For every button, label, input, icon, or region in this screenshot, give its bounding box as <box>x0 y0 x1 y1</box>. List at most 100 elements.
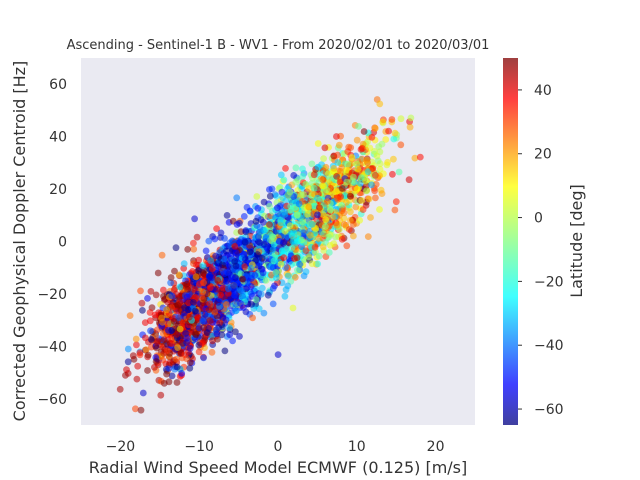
scatter-point <box>258 284 266 292</box>
scatter-point <box>300 272 308 280</box>
scatter-point <box>314 140 322 147</box>
scatter-point <box>308 260 316 268</box>
scatter-point <box>325 170 332 178</box>
scatter-point <box>293 254 301 262</box>
scatter-point <box>333 187 341 195</box>
scatter-point <box>236 333 243 340</box>
scatter-point <box>206 300 214 308</box>
scatter-point <box>256 228 264 236</box>
scatter-point <box>323 186 330 194</box>
scatter-point <box>376 206 383 213</box>
x-axis-label: Radial Wind Speed Model ECMWF (0.125) [m… <box>89 458 468 477</box>
scatter-point <box>173 363 181 371</box>
scatter-point <box>411 154 419 162</box>
scatter-point <box>252 217 260 225</box>
scatter-point <box>350 232 357 240</box>
scatter-point <box>327 206 334 213</box>
chart-title: Ascending - Sentinel-1 B - WV1 - From 20… <box>67 38 490 53</box>
scatter-point <box>222 247 230 255</box>
scatter-point <box>287 202 295 210</box>
scatter-point <box>157 391 165 399</box>
scatter-point <box>391 129 399 137</box>
scatter-point <box>254 233 262 241</box>
y-axis-label: Corrected Geophysical Doppler Centroid [… <box>10 61 29 422</box>
scatter-point <box>183 280 191 288</box>
scatter-point <box>154 337 162 345</box>
scatter-point <box>139 389 147 397</box>
scatter-point <box>192 331 200 339</box>
scatter-point <box>290 229 298 237</box>
scatter-point <box>315 235 323 242</box>
scatter-point <box>356 217 364 224</box>
colorbar-tick-label: 20 <box>534 147 552 163</box>
colorbar-ticks: −60 −40 −20 0 20 40 <box>518 83 564 418</box>
y-axis-ticks: −60 −40 −20 0 20 40 60 <box>37 77 67 408</box>
scatter-point <box>338 235 346 243</box>
scatter-point <box>226 239 234 247</box>
scatter-point <box>151 363 158 371</box>
scatter-point <box>186 344 194 352</box>
scatter-point <box>284 272 292 280</box>
colorbar-label: Latitude [deg] <box>567 184 586 298</box>
scatter-point <box>200 324 208 331</box>
scatter-point <box>314 163 322 171</box>
scatter-point <box>183 293 191 301</box>
scatter-point <box>153 344 161 352</box>
scatter-point <box>325 233 333 241</box>
x-axis-ticks: −20 −10 0 10 20 <box>106 439 445 455</box>
scatter-point <box>293 237 301 245</box>
scatter-point <box>390 135 398 143</box>
scatter-point <box>397 141 405 149</box>
scatter-point <box>371 171 379 179</box>
scatter-point <box>172 244 180 252</box>
scatter-point <box>176 283 184 291</box>
scatter-point <box>226 331 234 339</box>
scatter-point <box>133 375 141 383</box>
scatter-point <box>318 182 326 190</box>
scatter-point <box>160 379 168 387</box>
scatter-point <box>231 243 239 250</box>
scatter-point <box>136 351 144 359</box>
scatter-point <box>353 185 361 193</box>
scatter-point <box>147 336 155 343</box>
scatter-point <box>310 202 318 210</box>
scatter-point <box>137 287 144 295</box>
scatter-point <box>326 242 334 249</box>
scatter-point <box>159 318 166 326</box>
scatter-point <box>168 304 176 311</box>
y-tick-label: −20 <box>37 287 67 303</box>
scatter-point <box>333 133 340 140</box>
colorbar-tick-label: −40 <box>534 338 564 354</box>
scatter-point <box>182 330 190 337</box>
scatter-point <box>363 156 371 164</box>
scatter-point <box>190 245 198 253</box>
scatter-point <box>233 194 241 202</box>
scatter-point <box>138 299 146 307</box>
scatter-point <box>252 296 260 304</box>
scatter-point <box>144 295 151 302</box>
scatter-point <box>397 115 405 123</box>
scatter-point <box>240 304 247 311</box>
scatter-point <box>338 207 346 215</box>
scatter-point <box>364 233 372 241</box>
scatter-point <box>311 244 319 251</box>
y-tick-label: −60 <box>37 392 67 408</box>
scatter-point <box>233 221 241 228</box>
scatter-point <box>239 275 246 283</box>
scatter-point <box>356 179 364 187</box>
x-tick-label: −20 <box>106 439 136 455</box>
scatter-point <box>160 286 167 294</box>
scatter-point <box>189 299 197 306</box>
y-tick-label: 20 <box>49 182 67 198</box>
scatter-point <box>269 300 277 308</box>
scatter-point <box>280 176 288 184</box>
scatter-point <box>308 160 316 168</box>
scatter-point <box>332 233 339 241</box>
scatter-point <box>338 202 346 209</box>
scatter-point <box>144 351 152 359</box>
scatter-point <box>348 154 356 161</box>
scatter-point <box>232 249 240 257</box>
scatter-point <box>139 307 146 314</box>
scatter-point <box>382 136 390 143</box>
scatter-point <box>260 309 268 317</box>
